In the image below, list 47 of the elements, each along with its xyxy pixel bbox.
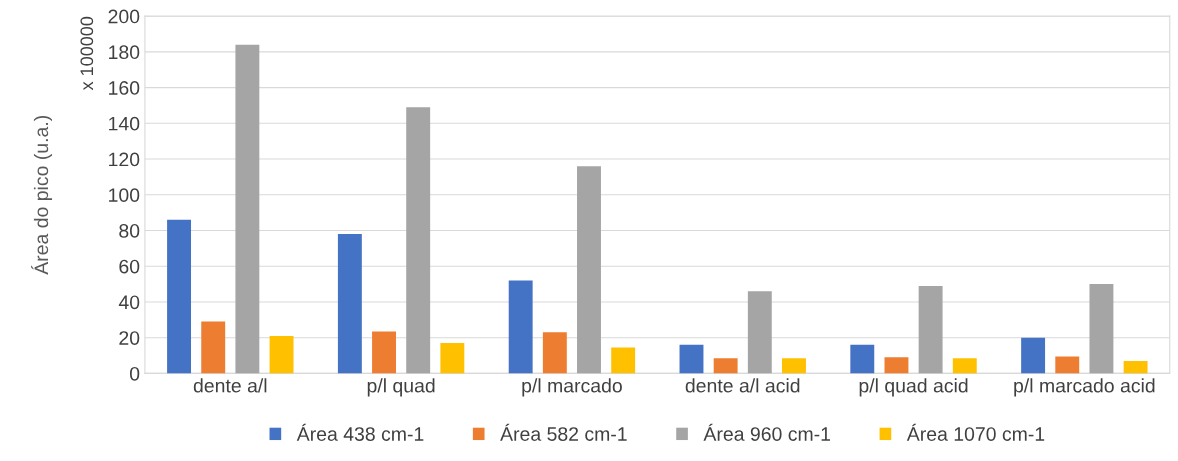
y-tick-label: 60 xyxy=(119,259,140,274)
bar xyxy=(542,332,567,374)
legend-label: Área 582 cm-1 xyxy=(500,423,627,441)
y-tick-label: 40 xyxy=(118,295,140,310)
legend-label: Área 1070 cm-1 xyxy=(906,423,1045,441)
x-tick-label: dente a/l xyxy=(193,378,267,393)
bar xyxy=(235,44,260,374)
bar xyxy=(1089,284,1114,374)
bar xyxy=(918,285,943,374)
bar xyxy=(269,335,294,374)
y-tick-label: 140 xyxy=(109,116,140,131)
y-tick-label: 160 xyxy=(109,81,140,95)
x-tick-label: dente a/l acid xyxy=(685,378,800,393)
y-tick-label: 20 xyxy=(119,331,140,345)
text: x 100000 xyxy=(80,16,94,91)
bar xyxy=(337,234,362,374)
bar xyxy=(167,219,192,374)
x-tick-label: p/l marcado acid xyxy=(1014,378,1155,397)
bar xyxy=(884,357,909,374)
bar xyxy=(952,358,977,374)
bar xyxy=(1055,356,1080,374)
bar xyxy=(679,344,704,374)
y-tick-label: 80 xyxy=(119,223,140,238)
bar xyxy=(850,344,875,374)
legend-label: Área 960 cm-1 xyxy=(703,423,831,441)
y-axis-title: Área do pico (u.a.) xyxy=(31,115,53,275)
y-tick-label: 180 xyxy=(109,45,140,60)
y-tick-label: 100 xyxy=(109,188,140,203)
bar xyxy=(201,321,226,374)
bar xyxy=(440,343,465,374)
x-tick-label: p/l quad xyxy=(367,378,435,397)
bar xyxy=(782,358,806,374)
legend-label: Área 438 cm-1 xyxy=(296,423,424,441)
bar xyxy=(508,280,533,374)
bar xyxy=(372,331,396,374)
y-tick-label: 200 xyxy=(108,9,140,24)
x-tick-label: p/l quad acid xyxy=(859,378,968,397)
x-tick-label: p/l marcado xyxy=(522,378,622,397)
bar xyxy=(611,347,636,374)
bar xyxy=(577,166,601,374)
bar xyxy=(1123,360,1148,374)
y-tick-label: 120 xyxy=(109,152,140,167)
bar xyxy=(1021,337,1046,374)
bar xyxy=(747,291,772,374)
bar xyxy=(406,107,431,374)
bar xyxy=(713,358,738,374)
y-tick-label: 0 xyxy=(129,366,140,381)
